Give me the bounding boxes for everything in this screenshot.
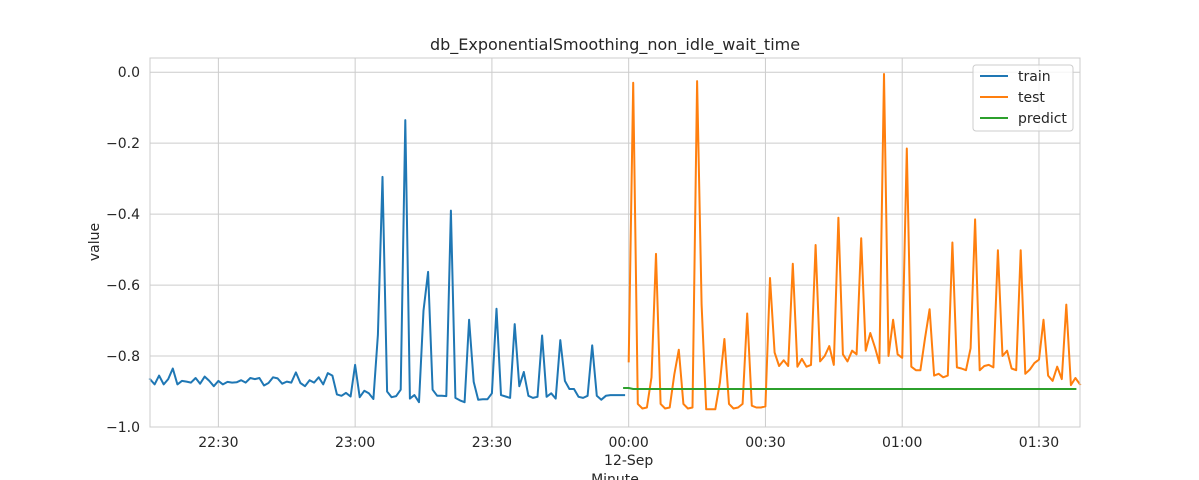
legend-label-train: train [1018, 69, 1051, 85]
x-tick-label: 23:30 [472, 435, 512, 451]
y-tick-label: −1.0 [106, 420, 140, 436]
series-line-train [148, 119, 626, 404]
plot-area [150, 58, 1080, 427]
y-axis-label: value [87, 223, 103, 261]
x-tick-label: 22:30 [198, 435, 238, 451]
legend-label-predict: predict [1018, 111, 1067, 127]
x-tick-label: 01:30 [1019, 435, 1059, 451]
legend: train test predict [972, 64, 1074, 132]
y-tick-label: −0.2 [106, 136, 140, 152]
y-tick-labels: −1.0 −0.8 −0.6 −0.4 −0.2 0.0 [106, 65, 140, 436]
y-tick-label: −0.6 [106, 278, 140, 294]
y-tick-label: 0.0 [118, 65, 140, 81]
x-axis-label: Minute [591, 472, 639, 480]
x-tick-label: 23:00 [335, 435, 375, 451]
x-tick-label: 00:30 [745, 435, 785, 451]
legend-label-test: test [1018, 90, 1045, 106]
series-layer [148, 73, 1082, 411]
x-tick-label: 01:00 [882, 435, 922, 451]
x-tick-labels: 22:30 23:00 23:30 00:00 12-Sep 00:30 01:00 01:3… [198, 435, 1059, 469]
grid [150, 58, 1080, 428]
x-tick-label: 00:00 [608, 435, 648, 451]
chart-title: db_ExponentialSmoothing_non_idle_wait_ti… [430, 35, 800, 55]
y-tick-label: −0.8 [106, 349, 140, 365]
series-line-test [627, 73, 1082, 411]
plot-frame [149, 57, 1081, 428]
series-line-predict [623, 387, 1077, 390]
x-tick-sublabel: 12-Sep [604, 453, 653, 469]
y-tick-label: −0.4 [106, 207, 140, 223]
legend-box [972, 64, 1074, 132]
